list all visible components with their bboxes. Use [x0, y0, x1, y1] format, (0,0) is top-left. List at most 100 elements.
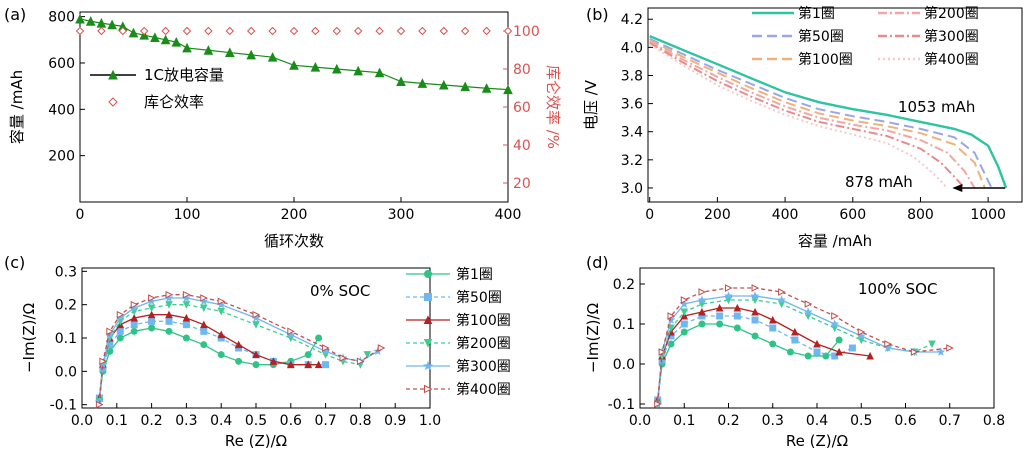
- nyquist-point: [654, 400, 662, 408]
- x-tick-label: 0.7: [939, 413, 961, 429]
- x-tick-label: 0.4: [210, 413, 232, 429]
- legend-label: 第1圈: [456, 266, 493, 283]
- nyquist-point: [286, 360, 295, 369]
- y-tick-label: 0.3: [55, 264, 77, 280]
- nyquist-point: [147, 304, 156, 313]
- right-y-tick-label: 80: [513, 62, 531, 78]
- legend-label-efficiency: 库仑效率: [144, 93, 204, 111]
- y-tick-label: 4.2: [621, 12, 643, 28]
- x-axis-label: Re (Z)/Ω: [786, 432, 848, 450]
- nyquist-point: [769, 340, 777, 348]
- nyquist-point: [304, 360, 313, 369]
- y-tick-label: 3.6: [621, 97, 643, 113]
- y-tick-label: 0.2: [55, 298, 77, 314]
- nyquist-point: [252, 361, 260, 369]
- y-tick-label: -0.1: [608, 397, 635, 413]
- legend-label: 第400圈: [924, 51, 979, 68]
- nyquist-point: [314, 360, 323, 369]
- nyquist-point: [182, 313, 191, 322]
- right-y-tick-label: 20: [513, 176, 531, 192]
- panel-c: 0.0 0.1 0.2 0.3 0.4 0.5 0.6 0.7 0.8 0.9 1.0-0.10.0…: [20, 264, 511, 450]
- nyquist-point: [777, 295, 787, 304]
- legend-label: 第100圈: [456, 312, 511, 329]
- nyquist-point: [182, 290, 191, 299]
- y-tick-label: 800: [48, 10, 75, 26]
- y-tick-label: 0.1: [55, 331, 77, 347]
- panel-a-label: (a): [4, 5, 26, 24]
- legend-label: 第300圈: [456, 358, 511, 375]
- capacity-point: [128, 27, 139, 38]
- nyquist-point: [377, 344, 386, 352]
- nyquist-point: [769, 324, 777, 332]
- nyquist-curve: [98, 320, 326, 399]
- nyquist-point: [130, 321, 138, 329]
- nyquist-point: [165, 327, 173, 335]
- nyquist-point: [363, 351, 372, 359]
- efficiency-point: [418, 26, 427, 36]
- x-tick-label: 0.4: [806, 413, 828, 429]
- nyquist-point: [339, 354, 348, 362]
- x-tick-label: 0.6: [280, 413, 302, 429]
- nyquist-point: [304, 351, 312, 359]
- nyquist-point: [724, 291, 733, 300]
- nyquist-point: [252, 321, 260, 329]
- x-tick-label: 200: [281, 207, 308, 223]
- nyquist-point: [106, 327, 114, 336]
- nyquist-point: [786, 348, 794, 356]
- nyquist-point: [813, 339, 821, 348]
- legend-marker-efficiency: [108, 97, 118, 107]
- panel-d: 0.0 0.1 0.2 0.3 0.4 0.5 0.6 0.7 0.8-0.10.00.10.2…: [584, 267, 1005, 450]
- nyquist-point: [716, 312, 724, 320]
- nyquist-point: [716, 320, 724, 328]
- legend-label: 第200圈: [924, 5, 979, 22]
- efficiency-point: [353, 26, 363, 36]
- x-tick-label: 0: [76, 207, 85, 223]
- nyquist-point: [751, 307, 759, 316]
- x-tick-label: 1.0: [419, 413, 441, 429]
- nyquist-point: [813, 348, 821, 356]
- x-tick-label: 0.3: [175, 413, 197, 429]
- panel-b-label: (b): [586, 5, 609, 24]
- nyquist-point: [697, 295, 707, 304]
- nyquist-curve: [657, 287, 950, 405]
- nyquist-point: [715, 303, 724, 312]
- x-tick-label: 0: [645, 207, 654, 223]
- x-tick-label: 0.6: [894, 413, 916, 429]
- nyquist-point: [768, 315, 777, 324]
- efficiency-point: [182, 26, 192, 36]
- nyquist-point: [804, 300, 813, 308]
- nyquist-curve: [98, 304, 368, 402]
- panel-d-annotation: 100% SOC: [858, 280, 937, 298]
- nyquist-point: [315, 334, 323, 342]
- nyquist-curve: [98, 314, 319, 399]
- nyquist-point: [322, 361, 330, 369]
- nyquist-point: [831, 312, 839, 320]
- nyquist-point: [356, 357, 365, 366]
- x-tick-label: 0.9: [384, 413, 406, 429]
- capacity-point: [503, 84, 513, 95]
- voltage-curve: [649, 37, 993, 189]
- nyquist-point: [99, 357, 107, 366]
- nyquist-point: [116, 334, 124, 342]
- nyquist-point: [791, 336, 799, 344]
- efficiency-point: [396, 26, 406, 36]
- y-tick-label: 3.0: [621, 181, 643, 197]
- nyquist-point: [778, 288, 786, 296]
- right-y-axis-label: 库仑效率 /%: [544, 65, 562, 149]
- y-tick-label: 0.2: [613, 277, 635, 293]
- efficiency-point: [139, 26, 149, 36]
- efficiency-point: [97, 26, 106, 36]
- voltage-curve: [649, 34, 1008, 189]
- legend-label: 第100圈: [798, 51, 853, 68]
- capacity-point: [353, 65, 364, 76]
- legend-marker: [424, 270, 432, 278]
- nyquist-point: [116, 327, 124, 335]
- nyquist-point: [667, 312, 676, 320]
- x-tick-label: 0.2: [717, 413, 739, 429]
- x-tick-label: 0.8: [349, 413, 371, 429]
- nyquist-point: [751, 316, 759, 324]
- panel-c-label: (c): [4, 253, 25, 272]
- x-tick-label: 0.0: [629, 413, 651, 429]
- x-tick-label: 0.5: [850, 413, 872, 429]
